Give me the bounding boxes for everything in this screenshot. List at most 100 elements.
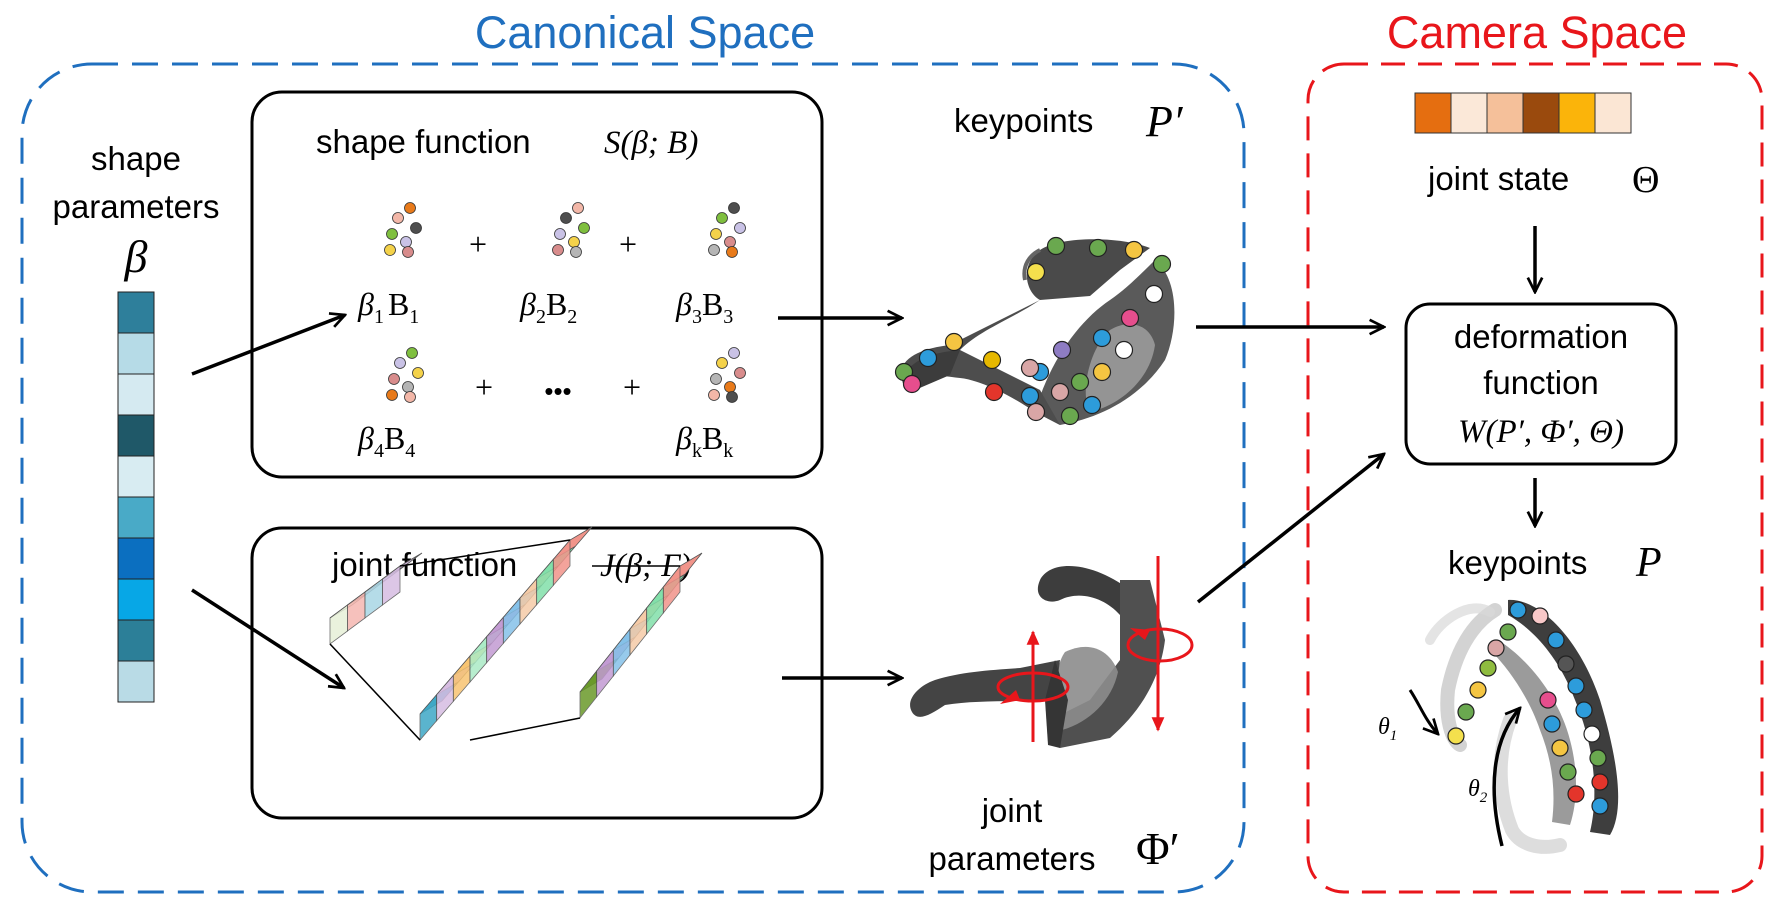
- network-cell-front: [347, 591, 366, 632]
- plus-sign-1: +: [469, 226, 487, 262]
- joint-rotation-marker-2: [1126, 556, 1194, 732]
- ellipsis-dots: •••: [544, 376, 571, 406]
- basis-dot: [726, 246, 738, 258]
- camera-keypoint: [1479, 659, 1497, 677]
- basis-dot: [708, 244, 720, 256]
- canonical-keypoint: [944, 332, 964, 352]
- shape-param-cell: [117, 291, 155, 334]
- basis-dot: [554, 228, 566, 240]
- joint-state-cell: [1558, 92, 1596, 134]
- basis-dot: [410, 222, 422, 234]
- joint-params-symbol: Φ′: [1136, 823, 1180, 874]
- basis-dot: [386, 389, 398, 401]
- joint-state-vector: [1414, 92, 1632, 134]
- network-cell-front: [612, 627, 631, 678]
- keypoints-canonical-symbol: P′: [1145, 97, 1184, 146]
- theta2-arrow: [1492, 708, 1520, 847]
- shape-function-title: shape function: [316, 123, 531, 160]
- keypoints-canonical-label: keypoints: [954, 102, 1093, 139]
- network-cell-front: [329, 604, 348, 645]
- shape-param-cell: [117, 332, 155, 375]
- network-cell-front: [469, 635, 488, 684]
- shape-param-cell: [117, 660, 155, 703]
- network-cell-front: [629, 606, 648, 657]
- plus-sign-2: +: [619, 226, 637, 262]
- basis-dot: [578, 222, 590, 234]
- basis-dot: [560, 212, 572, 224]
- camera-keypoint: [1591, 773, 1609, 791]
- camera-keypoints: [1447, 601, 1609, 815]
- joint-state-label: joint state: [1427, 160, 1569, 197]
- camera-keypoint: [1551, 739, 1569, 757]
- camera-keypoint: [1559, 763, 1577, 781]
- network-cell-front: [436, 674, 454, 722]
- network-cell-front: [596, 648, 614, 699]
- network-cell-front: [552, 538, 571, 587]
- canonical-keypoint: [982, 350, 1002, 370]
- basis-keypoint-clusters: [384, 202, 746, 403]
- basis-dot: [400, 236, 412, 248]
- joint-function-title: joint function: [331, 546, 517, 583]
- network-cell-front: [536, 558, 554, 606]
- theta2-label: θ2: [1468, 776, 1488, 806]
- shape-params-label-2: parameters: [53, 188, 220, 225]
- theta1-label: θ1: [1378, 714, 1397, 744]
- shape-param-cell: [117, 414, 155, 457]
- basis-dot: [394, 357, 406, 369]
- canonical-keypoint: [1092, 328, 1112, 348]
- joint-params-label-1: joint: [981, 792, 1043, 829]
- plus-sign-3: +: [475, 369, 493, 405]
- joint-function-box: [250, 526, 824, 820]
- canonical-keypoint: [1050, 382, 1070, 402]
- shape-param-cell: [117, 373, 155, 416]
- basis-dot: [404, 391, 416, 403]
- canonical-keypoint: [1060, 406, 1080, 426]
- basis-dot: [734, 367, 746, 379]
- basis-dot: [552, 244, 564, 256]
- deformation-line-1: deformation: [1454, 318, 1628, 355]
- joint-params-label-2: parameters: [929, 840, 1096, 877]
- canonical-keypoint: [1124, 240, 1144, 260]
- basis-dot: [710, 228, 722, 240]
- camera-space-title: Camera Space: [1387, 7, 1687, 58]
- camera-keypoint: [1539, 691, 1557, 709]
- shape-param-cell: [117, 496, 155, 539]
- camera-keypoint: [1469, 681, 1487, 699]
- network-link: [399, 539, 571, 567]
- basis-dot: [708, 389, 720, 401]
- joint-glasses-illustration: [910, 566, 1165, 748]
- canonical-keypoint: [1144, 284, 1164, 304]
- basis-dot: [724, 236, 736, 248]
- canonical-keypoint: [1092, 362, 1112, 382]
- network-cell-front: [579, 669, 598, 720]
- term-beta4-b4: β4B4: [357, 420, 415, 462]
- deformation-formula: W(P′, Φ′, Θ): [1458, 414, 1624, 450]
- camera-keypoint: [1447, 727, 1465, 745]
- basis-dot: [728, 202, 740, 214]
- canonical-keypoint: [1052, 340, 1072, 360]
- camera-keypoint: [1499, 623, 1517, 641]
- camera-keypoint: [1575, 701, 1593, 719]
- network-cell-front: [486, 616, 504, 664]
- arrow-params-to-shape: [191, 315, 345, 376]
- canonical-keypoint: [984, 382, 1004, 402]
- camera-keypoint: [1591, 797, 1609, 815]
- network-cell-front: [382, 565, 401, 606]
- canonical-keypoint: [1020, 358, 1040, 378]
- joint-state-cell: [1486, 92, 1524, 134]
- basis-dot: [412, 367, 424, 379]
- joint-state-cell: [1522, 92, 1560, 134]
- shape-parameter-vector: [117, 291, 155, 703]
- basis-dot: [402, 381, 414, 393]
- network-cell-front: [519, 577, 538, 626]
- basis-dot: [402, 246, 414, 258]
- basis-dot: [728, 347, 740, 359]
- keypoints-camera-symbol: P: [1635, 540, 1662, 586]
- basis-dot: [726, 391, 738, 403]
- term-beta2-b2: β2B2: [519, 286, 577, 328]
- canonical-keypoint: [1020, 386, 1040, 406]
- basis-dot: [724, 381, 736, 393]
- shape-param-cell: [117, 455, 155, 498]
- term-betak-bk: βkBk: [675, 420, 733, 462]
